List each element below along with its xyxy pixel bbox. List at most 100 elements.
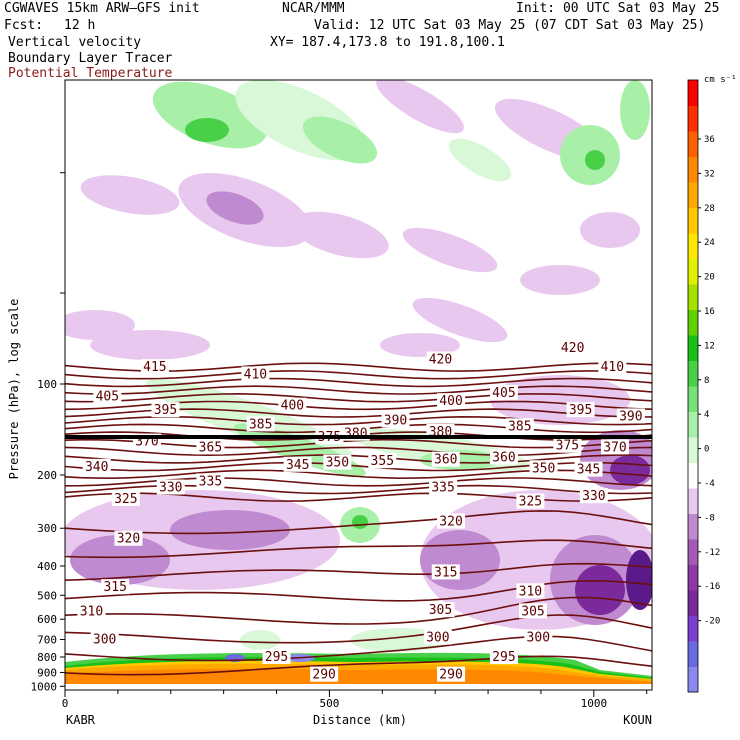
isentrope-label-300: 300 [93, 632, 116, 647]
colorbar-swatch [688, 437, 698, 463]
isentrope-label-bg [437, 666, 466, 682]
isentrope-label-bg [516, 493, 545, 509]
isentrope-label-bg [111, 490, 140, 506]
isentrope-label-365: 365 [199, 440, 222, 455]
isentrope [65, 635, 652, 662]
isentrope-label-350: 350 [326, 456, 349, 471]
colorbar-swatch [688, 156, 698, 183]
isentrope-label-295: 295 [492, 650, 515, 665]
colorbar-label--16: -16 [704, 582, 720, 592]
xy-coords: XY= 187.4,173.8 to 191.8,100.1 [270, 35, 505, 50]
isentrope-label-390: 390 [384, 413, 407, 428]
isentrope-label-bg [151, 402, 180, 418]
colorbar-swatch [688, 615, 698, 642]
isentrope-label-bg [574, 461, 603, 477]
isentrope-label-bg [196, 439, 225, 455]
colorbar-label-0: 0 [704, 445, 709, 455]
isentrope-label-bg [241, 366, 270, 382]
isentrope-label-bg [437, 393, 466, 409]
org-label: NCAR/MMM [282, 1, 345, 16]
x-axis-label: Distance (km) [313, 713, 407, 727]
isentrope-label-bg [579, 488, 608, 504]
isentrope-label-bg [310, 666, 339, 682]
colorbar-swatch [688, 564, 698, 591]
colorbar-swatch [688, 360, 698, 387]
isentrope-label-bg [77, 603, 106, 619]
right-station-label: KOUN [623, 713, 652, 727]
colorbar-label--12: -12 [704, 548, 720, 558]
colorbar-label-28: 28 [704, 204, 715, 214]
isentrope-label-290: 290 [439, 668, 462, 683]
left-station-label: KABR [66, 713, 96, 727]
fcst-label: Fcst: [4, 18, 44, 33]
isentrope-label-bg [278, 397, 307, 413]
isentrope-label-335: 335 [199, 474, 222, 489]
y-tick-label-1000: 1000 [31, 680, 58, 693]
isentrope-label-315: 315 [103, 580, 126, 595]
colorbar-label--4: -4 [704, 479, 715, 489]
colorbar-swatch [688, 513, 698, 540]
isentrope [65, 614, 652, 644]
colorbar-label-20: 20 [704, 273, 715, 283]
colorbar-swatch [688, 80, 698, 106]
isentrope-label-bg [101, 579, 130, 595]
field-potential-temperature: Potential Temperature [8, 66, 173, 81]
isentrope-label-305: 305 [429, 603, 452, 618]
isentrope-label-325: 325 [114, 492, 137, 507]
isentrope-label-bg [429, 479, 458, 495]
valid-time: Valid: 12 UTC Sat 03 May 25 (07 CDT Sat … [314, 18, 706, 33]
isentrope-label-bg [323, 454, 352, 470]
isentrope-label-335: 335 [431, 481, 454, 496]
colorbar-swatch [688, 641, 698, 667]
isentrope-label-bg [262, 649, 291, 665]
isentrope [65, 579, 652, 602]
colorbar-label-8: 8 [704, 376, 709, 386]
isentrope-label-410: 410 [244, 367, 267, 382]
isentrope-label-bg [246, 416, 275, 432]
isentrope-label-400: 400 [281, 399, 304, 414]
y-tick-label-100: 100 [37, 378, 57, 391]
isentrope-label-315: 315 [434, 565, 457, 580]
isentrope-label-390: 390 [619, 409, 642, 424]
colorbar-swatch [688, 284, 698, 310]
isentrope-label-bg [489, 384, 518, 400]
colorbar-swatch [688, 131, 698, 157]
colorbar-swatch [688, 411, 698, 438]
model-title: CGWAVES 15km ARW—GFS init [4, 1, 200, 16]
isentrope-label-bg [381, 412, 410, 428]
isentrope-label-300: 300 [426, 631, 449, 646]
isentrope-label-bg [516, 583, 545, 599]
isentrope-label-360: 360 [492, 450, 515, 465]
x-tick-label-1000: 1000 [581, 697, 608, 710]
isentrope-label-bg [437, 513, 466, 529]
isentrope-label-405: 405 [96, 390, 119, 405]
isentrope [65, 562, 652, 581]
isentrope-label-420: 420 [561, 341, 584, 356]
isentrope-label-385: 385 [249, 417, 272, 432]
init-time: Init: 00 UTC Sat 03 May 25 [516, 1, 720, 16]
isentrope-label-360: 360 [434, 453, 457, 468]
isentrope-label-340: 340 [85, 460, 108, 475]
x-tick-label-500: 500 [319, 697, 339, 710]
isentrope [65, 392, 652, 403]
y-tick-label-200: 200 [37, 469, 57, 482]
isentrope-label-bg [90, 631, 119, 647]
isentrope [65, 377, 652, 388]
isentrope-label-310: 310 [519, 584, 542, 599]
isentrope-label-330: 330 [582, 489, 605, 504]
isentrope-label-bg [431, 451, 460, 467]
y-tick-label-800: 800 [37, 651, 57, 664]
isentrope [65, 454, 652, 464]
isentrope-label-380: 380 [344, 427, 367, 442]
isentrope-label-395: 395 [154, 403, 177, 418]
y-tick-label-600: 600 [37, 613, 57, 626]
isentrope-label-bg [558, 339, 587, 355]
colorbar-label-36: 36 [704, 135, 715, 145]
isentrope-label-290: 290 [312, 668, 335, 683]
y-tick-label-900: 900 [37, 666, 57, 679]
isentrope-label-325: 325 [519, 495, 542, 510]
isentrope [65, 596, 652, 625]
colorbar-label--8: -8 [704, 513, 715, 523]
isentrope-label-bg [156, 479, 185, 495]
